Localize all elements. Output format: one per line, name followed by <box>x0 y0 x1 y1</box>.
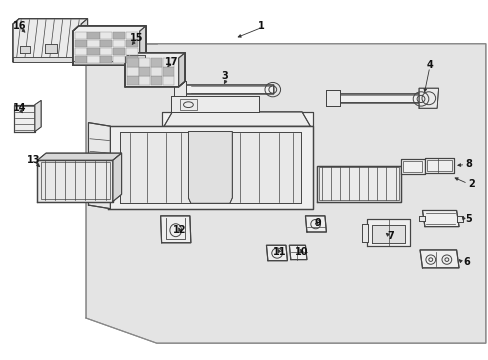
Polygon shape <box>125 53 184 87</box>
Bar <box>125 55 138 63</box>
Bar <box>113 32 125 40</box>
Bar <box>75 40 87 47</box>
Polygon shape <box>331 94 419 105</box>
Polygon shape <box>289 245 306 260</box>
Polygon shape <box>163 112 310 126</box>
Polygon shape <box>37 160 113 202</box>
Bar <box>427 159 451 171</box>
Polygon shape <box>35 100 41 132</box>
Polygon shape <box>86 44 485 343</box>
Text: 1: 1 <box>258 21 264 31</box>
Text: 14: 14 <box>13 103 26 113</box>
Text: 8: 8 <box>465 159 471 169</box>
Polygon shape <box>418 216 424 221</box>
Bar <box>139 58 150 67</box>
Text: 4: 4 <box>426 60 432 70</box>
Text: 15: 15 <box>129 33 142 43</box>
Text: 11: 11 <box>272 247 286 257</box>
Text: 13: 13 <box>27 155 41 165</box>
Bar <box>402 161 422 172</box>
Polygon shape <box>305 216 326 232</box>
Bar <box>125 40 138 47</box>
Polygon shape <box>178 85 273 96</box>
Bar <box>162 67 173 76</box>
Bar <box>162 58 173 67</box>
Polygon shape <box>20 45 30 53</box>
Polygon shape <box>266 245 287 261</box>
Polygon shape <box>188 132 232 203</box>
Polygon shape <box>366 220 409 246</box>
Polygon shape <box>81 19 87 62</box>
Polygon shape <box>108 126 312 209</box>
Text: 2: 2 <box>467 179 474 189</box>
Text: 17: 17 <box>164 57 178 67</box>
Text: 9: 9 <box>314 218 320 228</box>
Polygon shape <box>160 216 190 243</box>
Polygon shape <box>73 26 146 65</box>
Polygon shape <box>37 153 122 160</box>
Text: 3: 3 <box>221 71 228 81</box>
Text: 12: 12 <box>173 225 186 235</box>
Polygon shape <box>171 96 259 112</box>
Bar <box>151 58 162 67</box>
Bar <box>151 76 162 85</box>
Bar <box>125 48 138 55</box>
Bar <box>75 55 87 63</box>
Bar <box>113 55 125 63</box>
Bar <box>87 55 100 63</box>
Polygon shape <box>73 61 140 65</box>
Text: 5: 5 <box>465 215 471 224</box>
Polygon shape <box>113 153 122 202</box>
Bar <box>100 55 112 63</box>
Polygon shape <box>371 225 405 243</box>
Polygon shape <box>14 105 35 132</box>
Polygon shape <box>140 26 146 65</box>
Polygon shape <box>361 224 367 242</box>
Polygon shape <box>120 132 300 203</box>
Bar <box>318 167 398 200</box>
Bar <box>127 67 139 76</box>
Polygon shape <box>419 250 458 268</box>
Bar <box>127 76 139 85</box>
Bar <box>100 40 112 47</box>
Text: 7: 7 <box>386 231 393 240</box>
Polygon shape <box>422 211 458 226</box>
Polygon shape <box>130 55 144 69</box>
Bar <box>113 40 125 47</box>
Bar <box>87 40 100 47</box>
Bar <box>87 32 100 40</box>
Text: 16: 16 <box>13 21 26 31</box>
Text: 10: 10 <box>295 247 308 257</box>
Bar <box>41 162 110 199</box>
Bar <box>162 76 173 85</box>
Polygon shape <box>13 19 87 62</box>
Bar <box>100 48 112 55</box>
Polygon shape <box>400 159 424 174</box>
Polygon shape <box>88 123 110 209</box>
Bar <box>139 67 150 76</box>
Polygon shape <box>326 90 339 107</box>
Polygon shape <box>13 57 81 62</box>
Text: 6: 6 <box>462 257 469 267</box>
Bar <box>75 32 87 40</box>
Bar <box>75 48 87 55</box>
Bar <box>87 48 100 55</box>
Bar <box>151 67 162 76</box>
Polygon shape <box>178 53 184 87</box>
Polygon shape <box>161 112 312 126</box>
Polygon shape <box>424 158 453 173</box>
Bar <box>125 32 138 40</box>
Bar <box>139 76 150 85</box>
Bar <box>113 48 125 55</box>
Polygon shape <box>44 44 57 53</box>
Bar <box>127 58 139 67</box>
Polygon shape <box>173 81 185 98</box>
Bar <box>180 99 197 110</box>
Polygon shape <box>456 216 462 222</box>
Bar <box>100 32 112 40</box>
Polygon shape <box>418 88 438 108</box>
Polygon shape <box>316 166 400 202</box>
